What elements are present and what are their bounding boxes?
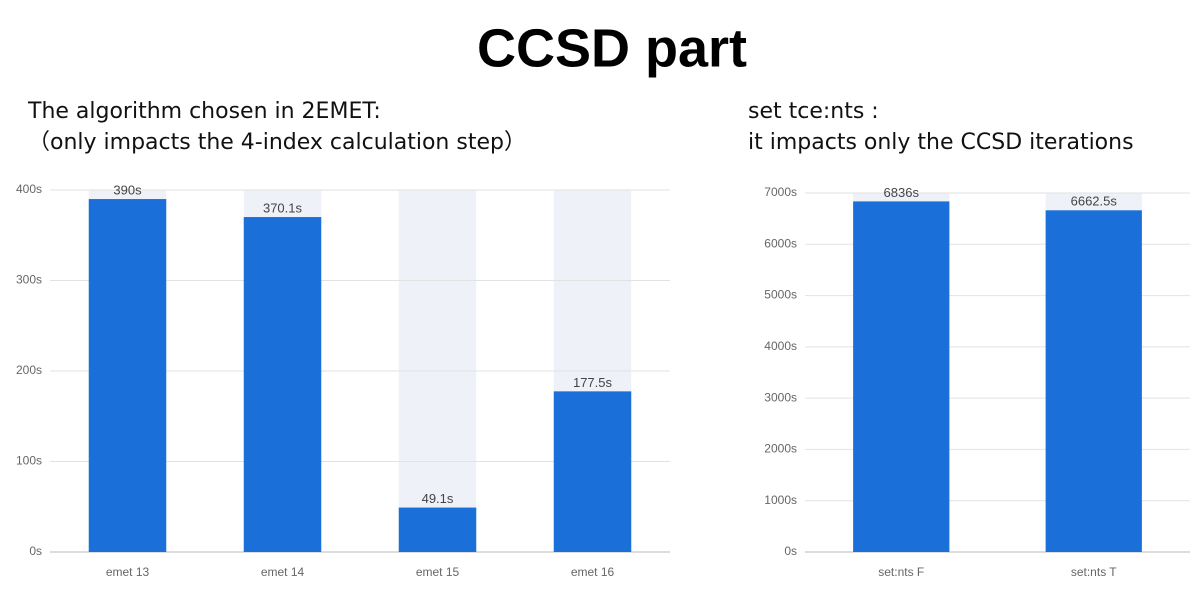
y-tick-label: 3000s [764,390,797,404]
x-tick-label: emet 16 [571,565,615,579]
y-tick-label: 6000s [764,236,797,250]
y-tick-label: 4000s [764,339,797,353]
value-label: 6836s [884,185,920,200]
chart-subtitle: it impacts only the CCSD iterations [748,130,1134,155]
bar [398,507,477,552]
x-tick-label: set:nts T [1071,565,1117,579]
y-tick-label: 0s [29,544,42,558]
x-tick-label: emet 15 [416,565,460,579]
x-tick-label: emet 13 [106,565,150,579]
x-tick-label: emet 14 [261,565,305,579]
y-tick-label: 7000s [764,185,797,199]
y-tick-label: 300s [16,273,42,287]
slide-title: CCSD part [477,18,747,78]
y-tick-label: 200s [16,363,42,377]
bar [243,217,322,552]
chart-title: The algorithm chosen in 2EMET: [27,99,381,124]
y-tick-label: 2000s [764,442,797,456]
y-tick-label: 1000s [764,493,797,507]
bar [853,201,950,552]
bar [88,199,167,553]
y-tick-label: 0s [784,544,797,558]
chart-subtitle: （only impacts the 4-index calculation st… [28,130,526,155]
chart-title: set tce:nts : [748,99,879,124]
value-label: 49.1s [422,491,454,506]
value-label: 390s [113,182,142,197]
y-tick-label: 100s [16,454,42,468]
x-tick-label: set:nts F [878,565,924,579]
y-tick-label: 400s [16,182,42,196]
bar [1045,210,1142,552]
value-label: 6662.5s [1071,194,1118,209]
value-label: 370.1s [263,200,303,215]
value-label: 177.5s [573,375,613,390]
bar [553,391,632,552]
y-tick-label: 5000s [764,288,797,302]
